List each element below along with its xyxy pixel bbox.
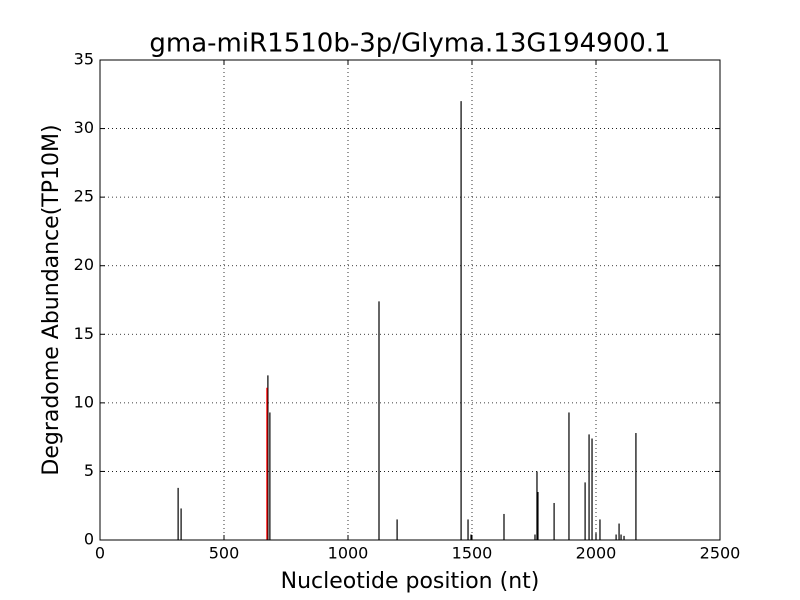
y-tick-label: 10 — [74, 392, 94, 411]
x-axis-label: Nucleotide position (nt) — [281, 569, 540, 594]
y-tick-label: 5 — [84, 461, 94, 480]
x-tick-label: 2000 — [576, 544, 617, 563]
x-tick-label: 0 — [95, 544, 105, 563]
y-tick-label: 0 — [84, 530, 94, 549]
y-tick-label: 20 — [74, 255, 94, 274]
y-tick-label: 15 — [74, 324, 94, 343]
plot-frame — [99, 59, 721, 541]
x-tick-label: 2500 — [700, 544, 741, 563]
x-tick-label: 500 — [209, 544, 240, 563]
y-tick-label: 25 — [74, 187, 94, 206]
y-tick-label: 30 — [74, 118, 94, 137]
y-axis-label: Degradome Abundance(TP10M) — [39, 124, 64, 475]
chart-title: gma-miR1510b-3p/Glyma.13G194900.1 — [149, 29, 670, 59]
x-tick-label: 1000 — [328, 544, 369, 563]
y-tick-label: 35 — [74, 50, 94, 69]
x-tick-label: 1500 — [452, 544, 493, 563]
